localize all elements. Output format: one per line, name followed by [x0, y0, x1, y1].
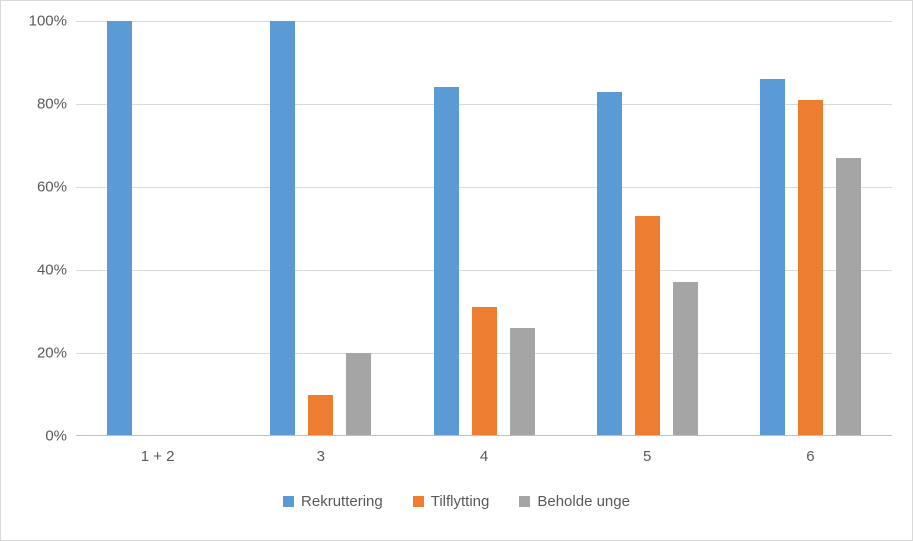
y-tick-label-20pct: 20% [36, 344, 67, 362]
y-tick-label-60pct: 60% [36, 178, 67, 196]
bar-group-6 [729, 21, 892, 436]
gridline-100 [76, 21, 892, 22]
gridline-80 [76, 104, 892, 105]
bar-groups [76, 21, 892, 436]
bar-rekruttering-1-2 [107, 21, 133, 436]
legend-swatch-rekruttering [283, 496, 295, 507]
bar-beholde-unge-4 [509, 328, 535, 436]
legend-label-rekruttering: Rekruttering [301, 493, 383, 510]
bar-rekruttering-6 [759, 79, 785, 436]
y-tick-label-0pct: 0% [45, 427, 67, 445]
x-tick-label-5: 5 [643, 448, 652, 465]
legend-item-rekruttering: Rekruttering [283, 493, 383, 510]
x-tick-label-3: 3 [316, 448, 325, 465]
legend: Rekruttering Tilflytting Beholde unge [1, 493, 912, 510]
bar-group-5 [566, 21, 729, 436]
bar-beholde-unge-6 [835, 157, 861, 436]
bar-rekruttering-4 [433, 87, 459, 436]
x-tick-label-1-2: 1 + 2 [140, 448, 175, 465]
legend-swatch-beholde-unge [519, 496, 531, 507]
bar-beholde-unge-5 [672, 282, 698, 436]
x-tick-label-6: 6 [806, 448, 815, 465]
bar-tilflytting-5 [634, 216, 660, 436]
bar-rekruttering-5 [596, 91, 622, 436]
bar-tilflytting-4 [471, 307, 497, 436]
bar-group-4 [402, 21, 565, 436]
legend-item-beholde-unge: Beholde unge [519, 493, 630, 510]
legend-label-tilflytting: Tilflytting [430, 493, 490, 510]
x-axis-line [76, 435, 892, 436]
plot-area [76, 21, 892, 436]
y-axis: 0% 20% 40% 60% 80% 100% [1, 13, 67, 445]
y-tick-label-100pct: 100% [28, 12, 67, 30]
legend-swatch-tilflytting [412, 496, 424, 507]
bar-beholde-unge-3 [346, 353, 372, 436]
bar-group-1-2 [76, 21, 239, 436]
legend-item-tilflytting: Tilflytting [412, 493, 490, 510]
bar-group-3 [239, 21, 402, 436]
gridline-60 [76, 187, 892, 188]
bar-tilflytting-3 [308, 394, 334, 436]
y-tick-label-80pct: 80% [36, 95, 67, 113]
bar-tilflytting-6 [797, 99, 823, 436]
gridline-40 [76, 270, 892, 271]
legend-label-beholde-unge: Beholde unge [537, 493, 630, 510]
x-tick-label-4: 4 [479, 448, 489, 465]
bar-rekruttering-3 [270, 21, 296, 436]
x-axis: 1 + 2 3 4 5 6 [76, 448, 892, 465]
y-tick-label-40pct: 40% [36, 261, 67, 279]
